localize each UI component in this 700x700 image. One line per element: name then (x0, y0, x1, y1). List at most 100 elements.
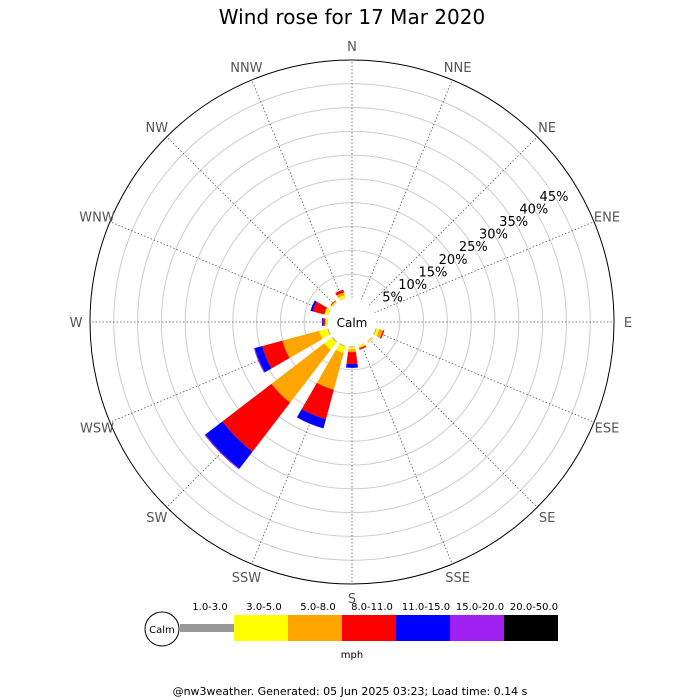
petal-wsw-bin-2 (282, 330, 323, 359)
direction-label-n: N (347, 40, 357, 55)
calm-label: Calm (337, 316, 368, 330)
spoke-wnw (109, 221, 330, 314)
legend-swatch-0 (180, 624, 234, 632)
petal-sw-bin-4 (205, 421, 253, 469)
petal-s-bin-1 (348, 347, 356, 350)
petal-ssw-bin-1 (335, 344, 346, 353)
direction-label-wnw: WNW (79, 210, 115, 225)
radial-tick-40: 40% (519, 202, 548, 217)
legend-label-1: 3.0-5.0 (246, 602, 281, 613)
direction-label-ene: ENE (594, 210, 620, 225)
spoke-nnw (251, 79, 344, 300)
radial-tick-25: 25% (459, 240, 488, 255)
spoke-nw (166, 136, 336, 306)
petal-nw-bin-1 (331, 301, 337, 307)
legend-label-6: 20.0-50.0 (510, 602, 558, 613)
grid-ring (184, 154, 520, 490)
legend-swatch-2 (288, 615, 342, 641)
legend-swatch-4 (396, 615, 450, 641)
petal-sse-bin-3 (359, 345, 367, 350)
legend-calm-label: Calm (149, 625, 175, 636)
legend-swatch-3 (342, 615, 396, 641)
petal-wnw-bin-4 (310, 300, 317, 312)
legend-label-5: 15.0-20.0 (456, 602, 504, 613)
legend-calm-circle (144, 611, 180, 647)
grid-ring (303, 273, 401, 371)
direction-label-nnw: NNW (230, 61, 262, 76)
legend-label-2: 5.0-8.0 (300, 602, 335, 613)
direction-label-wsw: WSW (80, 422, 114, 437)
petal-s-bin-2 (348, 349, 356, 353)
grid-ring (160, 130, 544, 514)
petal-wsw-bin-4 (254, 346, 272, 373)
petal-sw-bin-1 (324, 337, 337, 350)
petal-sw-bin-5 (204, 434, 240, 470)
petal-ese-bin-2 (376, 329, 383, 339)
spoke-ese (374, 330, 595, 423)
petal-nnw-bin-3 (335, 289, 345, 296)
petal-ese-bin-3 (379, 330, 385, 339)
spoke-ne (368, 136, 538, 306)
direction-label-nne: NNE (444, 61, 472, 76)
polar-grid (89, 59, 615, 585)
petal-sw-bin-0 (331, 336, 338, 343)
petal-ssw-bin-4 (296, 409, 326, 429)
direction-label-se: SE (539, 511, 555, 526)
radial-tick-labels: 5%10%15%20%25%30%35%40%45% (382, 190, 568, 306)
direction-labels: N NNE NE ENE E ESE SE SSE S SSW SW WSW W WNW NW NNW (70, 40, 633, 607)
petal-s-bin-4 (346, 363, 358, 368)
radial-tick-20: 20% (439, 253, 468, 268)
grid-ring (89, 59, 615, 585)
footer-text: @nw3weather. Generated: 05 Jun 2025 03:2… (173, 685, 528, 698)
direction-label-ne: NE (538, 121, 556, 136)
petal-w-bin-1 (325, 318, 328, 326)
petal-s-bin-3 (346, 351, 358, 365)
petal-se-bin-2 (367, 337, 373, 343)
petal-wsw-bin-5 (253, 348, 265, 373)
legend-unit: mph (341, 650, 363, 661)
petal-wnw-bin-1 (324, 307, 331, 316)
radial-tick-35: 35% (499, 215, 528, 230)
radial-tick-10: 10% (398, 278, 427, 293)
spoke-se (368, 338, 538, 508)
direction-label-w: W (70, 316, 83, 331)
petal-sse-bin-1 (358, 343, 366, 348)
radial-tick-15: 15% (418, 265, 447, 280)
speed-legend: Calm 1.0-3.0 3.0-5.0 5.0-8.0 8.0-11.0 11.0-15… (144, 602, 558, 661)
legend-swatch-1 (234, 615, 288, 641)
petal-w-bin-3 (322, 318, 326, 326)
legend-label-0: 1.0-3.0 (192, 602, 227, 613)
spoke-sse (360, 344, 453, 565)
direction-label-nw: NW (146, 121, 169, 136)
direction-label-e: E (624, 316, 632, 331)
direction-label-sw: SW (146, 511, 167, 526)
petal-ssw-bin-2 (316, 349, 344, 390)
grid-ring (279, 249, 425, 395)
petal-wsw-bin-1 (319, 328, 330, 339)
petal-sw-bin-2 (271, 343, 331, 403)
legend-label-4: 11.0-15.0 (402, 602, 450, 613)
direction-label-s: S (348, 592, 356, 607)
direction-label-ssw: SSW (232, 571, 262, 586)
petal-nnw-bin-1 (338, 295, 346, 301)
chart-title: Wind rose for 17 Mar 2020 (219, 5, 485, 29)
direction-label-ese: ESE (595, 422, 620, 437)
petal-nnw-bin-2 (336, 292, 345, 298)
petal-ssw-bin-3 (301, 382, 334, 420)
legend-label-3: 8.0-11.0 (351, 602, 393, 613)
wind-petals (204, 289, 385, 470)
petal-wsw-bin-3 (262, 340, 290, 369)
calm-circle (327, 297, 377, 347)
petal-nw-bin-3 (330, 300, 336, 306)
legend-swatch-5 (450, 615, 504, 641)
direction-label-sse: SSE (445, 571, 470, 586)
legend-swatch-6 (504, 615, 558, 641)
radial-tick-5: 5% (382, 291, 403, 306)
spoke-ene (374, 221, 595, 314)
spoke-nne (360, 79, 453, 300)
petal-ese-bin-1 (374, 328, 380, 337)
radial-tick-30: 30% (479, 228, 508, 243)
petal-w-bin-4 (321, 318, 324, 326)
petal-sw-bin-3 (222, 383, 291, 452)
